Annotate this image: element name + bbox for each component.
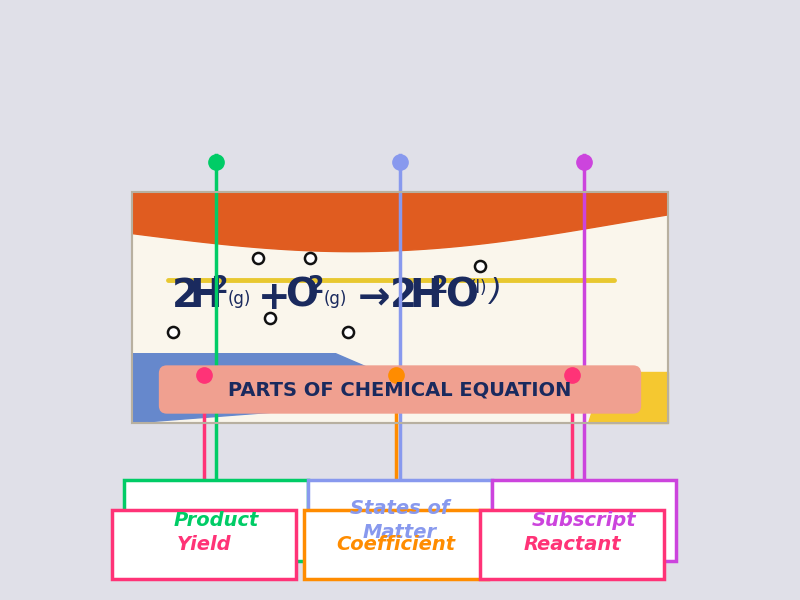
Text: Yield: Yield — [177, 535, 231, 554]
Text: States of
Matter: States of Matter — [350, 499, 450, 542]
Text: 2: 2 — [211, 274, 228, 298]
Text: 2: 2 — [431, 274, 448, 298]
Text: Product: Product — [174, 511, 258, 530]
Text: (g): (g) — [227, 290, 251, 308]
FancyBboxPatch shape — [492, 480, 676, 561]
Text: PARTS OF CHEMICAL EQUATION: PARTS OF CHEMICAL EQUATION — [228, 380, 572, 399]
FancyBboxPatch shape — [480, 510, 664, 579]
Text: →: → — [358, 279, 390, 317]
Text: Subscript: Subscript — [532, 511, 636, 530]
Text: Coefficient: Coefficient — [337, 535, 455, 554]
Text: (l): (l) — [470, 279, 487, 297]
Text: 2: 2 — [307, 274, 324, 298]
FancyBboxPatch shape — [304, 510, 488, 579]
Text: 2: 2 — [171, 277, 198, 315]
FancyBboxPatch shape — [159, 365, 641, 413]
FancyBboxPatch shape — [112, 510, 296, 579]
Polygon shape — [132, 353, 400, 423]
Text: ): ) — [490, 277, 502, 307]
FancyBboxPatch shape — [132, 192, 668, 423]
FancyBboxPatch shape — [124, 480, 308, 561]
Text: H: H — [190, 277, 222, 315]
FancyBboxPatch shape — [308, 480, 492, 561]
Text: Reactant: Reactant — [523, 535, 621, 554]
Polygon shape — [587, 372, 668, 423]
Text: O: O — [446, 277, 478, 315]
Polygon shape — [132, 192, 668, 251]
Text: +: + — [258, 279, 290, 317]
Text: H: H — [410, 277, 442, 315]
Text: O: O — [286, 277, 318, 315]
Text: 2: 2 — [390, 277, 417, 315]
Text: (g): (g) — [323, 290, 347, 308]
